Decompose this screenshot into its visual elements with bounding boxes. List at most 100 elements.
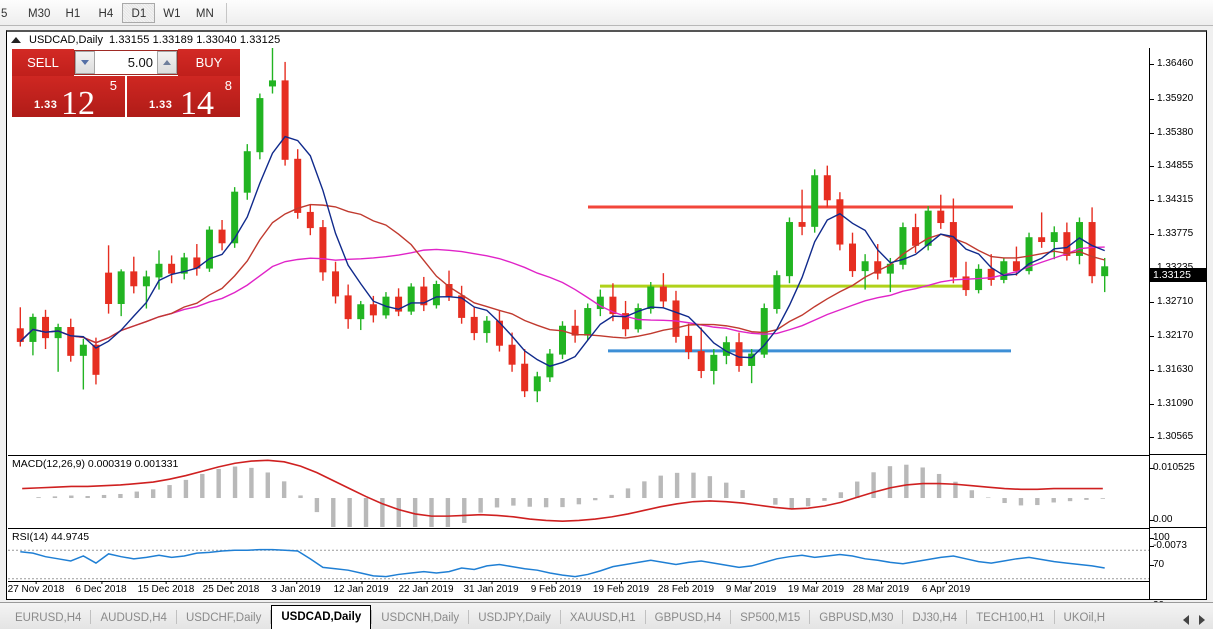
sell-price-fraction: 5 bbox=[109, 78, 117, 93]
price-tick: 1.36460 bbox=[1150, 58, 1193, 69]
chart-tabs-bar: EURUSD,H4 AUDUSD,H4 USDCHF,Daily USDCAD,Dai… bbox=[0, 602, 1213, 629]
chart-tab-eurusd-h4[interactable]: EURUSD,H4 bbox=[15, 612, 82, 624]
buy-price-main: 14 bbox=[180, 85, 214, 118]
timeframe-h4[interactable]: H4 bbox=[98, 7, 114, 20]
price-tick: 1.31090 bbox=[1150, 398, 1193, 409]
tab-divider bbox=[730, 610, 732, 624]
chart-tab-sp500-m15[interactable]: SP500,M15 bbox=[740, 612, 801, 624]
macd-pane[interactable]: MACD(12,26,9) 0.000319 0.001331 bbox=[8, 455, 1149, 527]
chart-tab-gbpusd-h4[interactable]: GBPUSD,H4 bbox=[654, 612, 722, 624]
chart-tab-gbpusd-m30[interactable]: GBPUSD,M30 bbox=[819, 612, 894, 624]
tab-divider bbox=[809, 610, 811, 624]
buy-button[interactable]: BUY bbox=[178, 49, 240, 76]
chart-window: USDCAD,Daily 1.33155 1.33189 1.33040 1.3… bbox=[6, 30, 1207, 628]
tab-divider bbox=[175, 610, 177, 624]
chart-tab-xauusd-h1[interactable]: XAUUSD,H1 bbox=[569, 612, 636, 624]
timeframe-d1[interactable]: D1 bbox=[122, 2, 156, 23]
current-price-tag: 1.33125 bbox=[1150, 268, 1207, 283]
sell-button[interactable]: SELL bbox=[12, 49, 74, 76]
date-tick: 9 Feb 2019 bbox=[530, 581, 582, 595]
price-tick: 1.34855 bbox=[1150, 160, 1193, 171]
sell-price-prefix: 1.33 bbox=[34, 99, 58, 111]
tab-scroll-right-icon[interactable] bbox=[1199, 615, 1205, 625]
date-tick: 28 Mar 2019 bbox=[852, 581, 910, 595]
scale-separator bbox=[1150, 454, 1207, 455]
plot-area[interactable]: MACD(12,26,9) 0.000319 0.001331 RSI(14) … bbox=[8, 48, 1149, 599]
price-tick: 1.31630 bbox=[1150, 364, 1193, 375]
tab-divider bbox=[559, 610, 561, 624]
scale-separator bbox=[1150, 527, 1207, 528]
macd-tick: -0.0073 bbox=[1150, 540, 1187, 551]
buy-price-fraction: 8 bbox=[224, 78, 232, 93]
chart-tab-audusd-h4[interactable]: AUDUSD,H4 bbox=[100, 612, 167, 624]
date-tick: 19 Mar 2019 bbox=[787, 581, 845, 595]
toolbar-divider bbox=[226, 2, 228, 23]
candlestick-chart bbox=[16, 48, 1109, 403]
macd-tick: 0.010525 bbox=[1150, 462, 1195, 473]
chevron-down-icon bbox=[81, 60, 89, 65]
trade-panel-price-row: 1.33 12 5 1.33 14 8 bbox=[12, 76, 240, 117]
sell-price-main: 12 bbox=[61, 85, 95, 118]
date-tick: 3 Jan 2019 bbox=[271, 581, 321, 595]
chart-tab-usdcnh-daily[interactable]: USDCNH,Daily bbox=[381, 612, 460, 624]
tab-divider bbox=[1053, 610, 1055, 624]
chart-ohlc-values: 1.33155 1.33189 1.33040 1.33125 bbox=[108, 33, 281, 46]
timeframe-toolbar: 5 M30 H1 H4 D1 W1 MN bbox=[0, 0, 1213, 26]
timeframe-w1[interactable]: W1 bbox=[163, 7, 181, 20]
macd-tick: 0.00 bbox=[1150, 514, 1172, 525]
price-tick: 1.35380 bbox=[1150, 127, 1193, 138]
tab-divider bbox=[270, 610, 272, 624]
tab-divider bbox=[90, 610, 92, 624]
timeframe-buttons: 5 M30 H1 H4 D1 W1 MN bbox=[0, 1, 221, 25]
chart-tab-usdchf-daily[interactable]: USDCHF,Daily bbox=[185, 612, 262, 624]
chart-tab-ukoil-h[interactable]: UKOil,H bbox=[1063, 612, 1106, 624]
volume-input[interactable]: 5.00 bbox=[95, 51, 157, 74]
tab-divider bbox=[644, 610, 646, 624]
date-tick: 27 Nov 2018 bbox=[7, 581, 65, 595]
timeframe-m30[interactable]: M30 bbox=[28, 7, 51, 20]
tab-nav-controls bbox=[1179, 615, 1213, 629]
buy-price-tile[interactable]: 1.33 14 8 bbox=[127, 76, 240, 117]
macd-label: MACD(12,26,9) 0.000319 0.001331 bbox=[12, 458, 179, 470]
volume-decrease-button[interactable] bbox=[75, 51, 95, 74]
tab-divider bbox=[468, 610, 470, 624]
tab-scroll-left-icon[interactable] bbox=[1183, 615, 1189, 625]
chart-tabs-list: EURUSD,H4 AUDUSD,H4 USDCHF,Daily USDCAD,Dai… bbox=[6, 605, 1114, 629]
tab-divider bbox=[371, 610, 373, 624]
price-tick: 1.32170 bbox=[1150, 330, 1193, 341]
collapse-triangle-icon[interactable] bbox=[11, 36, 21, 43]
price-tick: 1.30565 bbox=[1150, 431, 1193, 442]
price-tick: 1.33775 bbox=[1150, 228, 1193, 239]
date-axis: 27 Nov 2018 6 Dec 2018 15 Dec 2018 25 Dec 2… bbox=[8, 581, 1149, 599]
rsi-tick: 100 bbox=[1150, 532, 1170, 543]
chart-tab-tech100-h1[interactable]: TECH100,H1 bbox=[976, 612, 1045, 624]
volume-stepper[interactable]: 5.00 bbox=[74, 50, 178, 75]
chart-tab-usdcad-daily[interactable]: USDCAD,Daily bbox=[271, 605, 372, 629]
chart-titlebar: USDCAD,Daily 1.33155 1.33189 1.33040 1.3… bbox=[7, 32, 1206, 47]
sell-price-tile[interactable]: 1.33 12 5 bbox=[12, 76, 125, 117]
price-scale[interactable]: 1.36460 1.35920 1.35380 1.34855 1.34315 1.337… bbox=[1149, 48, 1207, 628]
rsi-pane[interactable]: RSI(14) 44.9745 bbox=[8, 528, 1149, 600]
chart-tab-dj30-h4[interactable]: DJ30,H4 bbox=[912, 612, 958, 624]
chart-symbol-label: USDCAD,Daily bbox=[29, 33, 103, 46]
chart-tab-usdjpy-daily[interactable]: USDJPY,Daily bbox=[478, 612, 551, 624]
rsi-tick: 70 bbox=[1150, 559, 1164, 570]
date-tick: 9 Mar 2019 bbox=[725, 581, 777, 595]
buy-price-prefix: 1.33 bbox=[149, 99, 173, 111]
date-tick: 31 Jan 2019 bbox=[463, 581, 519, 595]
price-pane[interactable] bbox=[8, 48, 1149, 454]
price-tick: 1.34315 bbox=[1150, 194, 1193, 205]
date-tick: 6 Apr 2019 bbox=[921, 581, 971, 595]
date-tick: 15 Dec 2018 bbox=[137, 581, 195, 595]
trade-panel-top-row: SELL 5.00 BUY bbox=[12, 49, 240, 76]
date-tick: 28 Feb 2019 bbox=[657, 581, 715, 595]
timeframe-5[interactable]: 5 bbox=[1, 7, 8, 20]
tab-divider bbox=[966, 610, 968, 624]
timeframe-mn[interactable]: MN bbox=[195, 7, 214, 20]
date-tick: 25 Dec 2018 bbox=[202, 581, 260, 595]
date-tick: 22 Jan 2019 bbox=[398, 581, 454, 595]
price-tick: 1.35920 bbox=[1150, 93, 1193, 104]
timeframe-h1[interactable]: H1 bbox=[65, 7, 81, 20]
volume-increase-button[interactable] bbox=[157, 51, 177, 74]
